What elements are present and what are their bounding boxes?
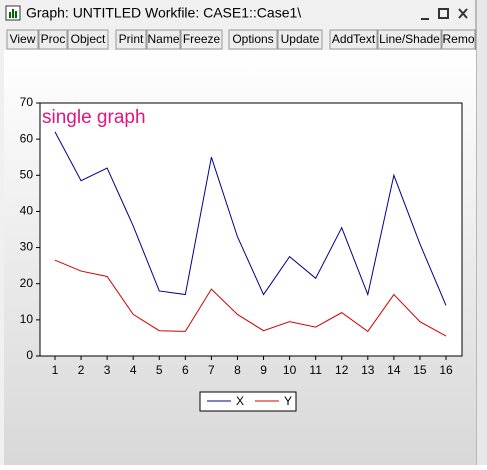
x-tick-label: 10 <box>283 363 297 377</box>
toolbar-button-label[interactable]: Remo <box>442 32 474 46</box>
y-tick-label: 60 <box>20 131 34 145</box>
series-line <box>54 259 447 337</box>
toolbar-button-label[interactable]: AddText <box>332 32 376 46</box>
x-tick-label: 4 <box>130 363 137 377</box>
toolbar-button-label[interactable]: Print <box>119 32 144 46</box>
x-tick-label: 7 <box>208 363 215 377</box>
y-tick-label: 20 <box>20 276 34 290</box>
toolbar-button-label[interactable]: Object <box>71 32 106 46</box>
x-tick-label: 8 <box>234 363 241 377</box>
toolbar-button[interactable] <box>329 29 378 50</box>
toolbar-button[interactable] <box>115 29 147 50</box>
x-tick-label: 3 <box>104 363 111 377</box>
app-icon-bar <box>9 12 11 18</box>
toolbar-button[interactable] <box>180 29 223 50</box>
legend-label: X <box>236 394 244 408</box>
y-tick-label: 0 <box>26 348 33 362</box>
x-tick-label: 6 <box>182 363 189 377</box>
x-tick-label: 2 <box>78 363 85 377</box>
toolbar-button[interactable] <box>377 29 442 50</box>
y-tick-label: 40 <box>20 204 34 218</box>
toolbar-button[interactable] <box>146 29 181 50</box>
toolbar-button-label[interactable]: Line/Shade <box>379 32 440 46</box>
y-tick-label: 10 <box>20 312 34 326</box>
y-tick-label: 70 <box>20 95 34 109</box>
legend <box>199 391 297 412</box>
neighbor-window <box>476 0 487 465</box>
x-tick-label: 15 <box>413 363 427 377</box>
legend-label: Y <box>284 394 292 408</box>
toolbar-button-label[interactable]: Update <box>281 32 320 46</box>
toolbar-button[interactable] <box>228 29 278 50</box>
toolbar-button[interactable] <box>38 29 68 50</box>
annotation: single graph <box>42 107 146 128</box>
close-button[interactable] <box>458 8 468 19</box>
toolbar-button[interactable] <box>67 29 109 50</box>
toolbar-button[interactable] <box>441 29 476 50</box>
toolbar-button-label[interactable]: View <box>10 32 36 46</box>
x-tick-label: 11 <box>309 363 322 377</box>
series-line <box>54 131 447 306</box>
maximize-button[interactable] <box>438 8 449 19</box>
app-icon-bar <box>12 9 14 18</box>
toolbar-button-label[interactable]: Options <box>232 32 273 46</box>
toolbar-button-label[interactable]: Name <box>147 32 179 46</box>
x-tick-label: 5 <box>156 363 163 377</box>
window-title: Graph: UNTITLED Workfile: CASE1::Case1\ <box>26 5 301 21</box>
y-tick-label: 50 <box>20 167 34 181</box>
x-tick-label: 12 <box>335 363 349 377</box>
x-tick-label: 16 <box>439 363 453 377</box>
toolbar-button-label[interactable]: Freeze <box>183 32 221 46</box>
toolbar-button-label[interactable]: Proc <box>41 32 66 46</box>
toolbar-button[interactable] <box>6 29 39 50</box>
x-tick-label: 14 <box>387 363 401 377</box>
y-tick-label: 30 <box>20 240 34 254</box>
x-tick-label: 9 <box>260 363 267 377</box>
toolbar-button[interactable] <box>277 29 323 50</box>
app-icon-bar <box>15 11 17 18</box>
x-tick-label: 1 <box>52 363 59 377</box>
x-tick-label: 13 <box>361 363 375 377</box>
plot-area <box>39 102 463 357</box>
